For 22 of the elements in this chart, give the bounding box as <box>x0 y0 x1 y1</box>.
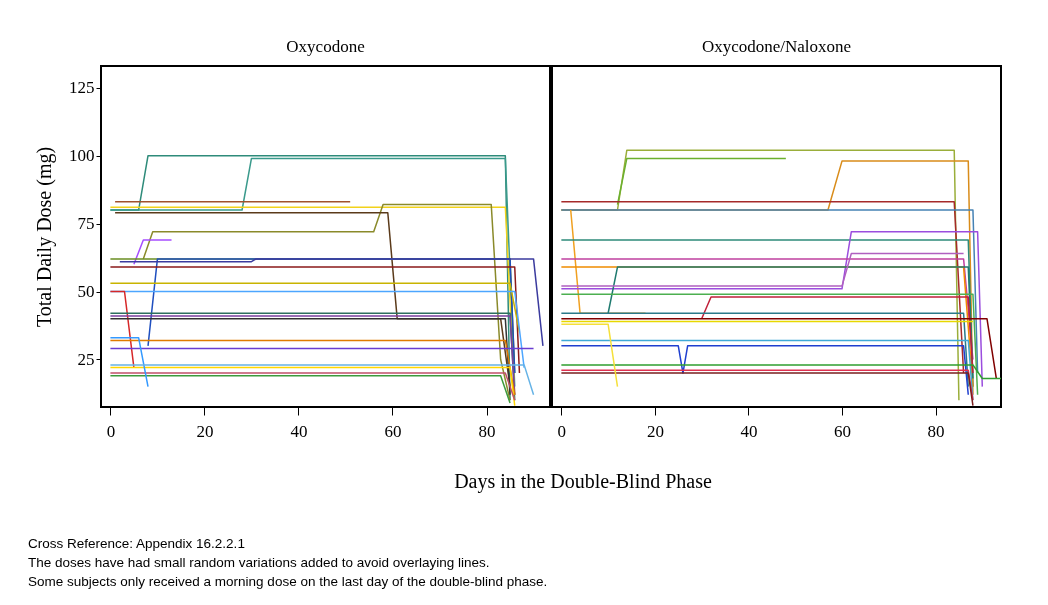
y-tick-label: 50 <box>77 282 95 302</box>
x-axis-title: Days in the Double-Blind Phase <box>453 470 713 493</box>
text: The doses have had small random variations added to avoid overlaying lines. <box>28 554 491 572</box>
y-axis-title: Total Daily Dose (mg) <box>33 146 56 328</box>
text: Some subjects only received a morning dose on the last day of the double-blind phase. <box>28 573 548 591</box>
chart-title: Oxycodone/Naloxone <box>701 37 852 56</box>
x-tick-label: 40 <box>290 421 308 441</box>
x-tick-label: 40 <box>740 421 758 441</box>
x-tick-label: 20 <box>196 421 214 441</box>
x-tick-label: 60 <box>833 421 851 441</box>
x-tick-label: 0 <box>557 421 567 441</box>
x-tick-label: 0 <box>106 421 116 441</box>
x-tick-label: 80 <box>478 421 496 441</box>
text: Cross Reference: Appendix 16.2.2.1 <box>28 535 246 553</box>
x-tick-label: 60 <box>384 421 402 441</box>
y-tick-label: 100 <box>69 146 95 166</box>
x-tick-label: 80 <box>927 421 945 441</box>
x-tick-label: 20 <box>646 421 664 441</box>
y-tick-label: 75 <box>77 214 95 234</box>
y-tick-label: 25 <box>77 349 95 369</box>
chart-title: Oxycodone <box>286 37 365 56</box>
y-tick-label: 125 <box>69 78 95 98</box>
